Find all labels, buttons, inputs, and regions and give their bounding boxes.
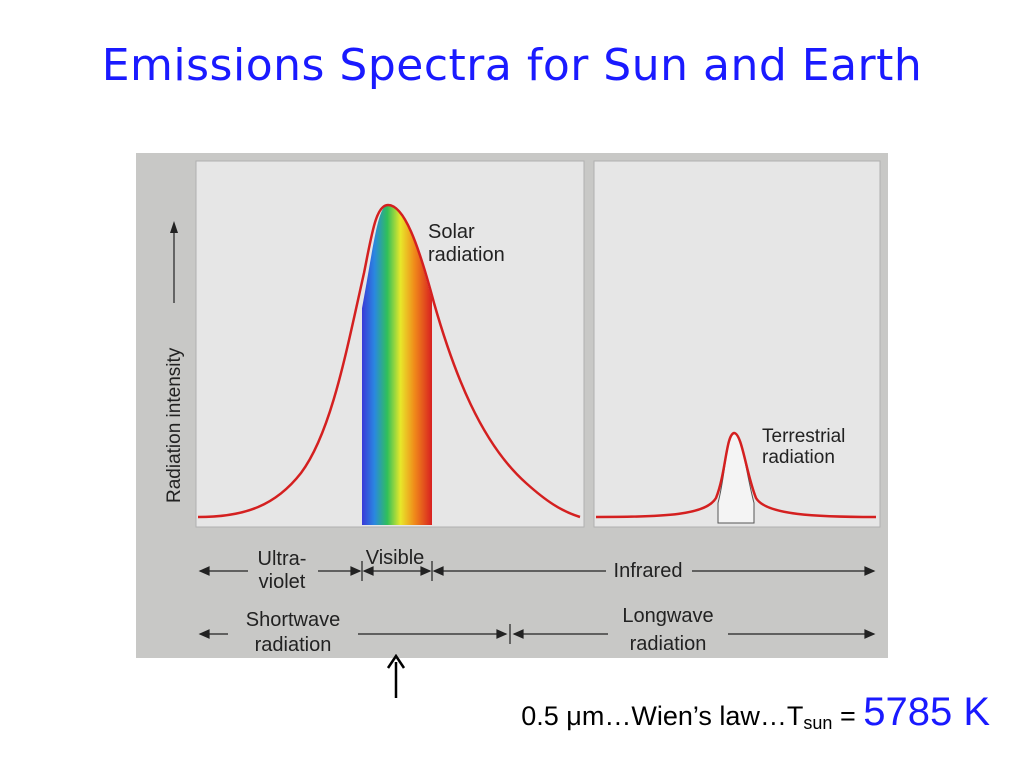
band-longwave-line1: Longwave xyxy=(622,605,713,627)
band-ultraviolet-line2: violet xyxy=(259,571,306,593)
sun-temperature: 5785 K xyxy=(863,690,990,734)
spectrum-figure: Radiation intensity Solar radiation Terr… xyxy=(136,153,888,658)
terrestrial-label-line1: Terrestrial xyxy=(762,426,845,447)
equals-sign: = xyxy=(832,701,864,731)
terrestrial-label-line2: radiation xyxy=(762,447,835,468)
wien-law-caption: 0.5 μm…Wien’s law…Tsun = 5785 K xyxy=(0,690,990,735)
solar-label-line2: radiation xyxy=(428,244,505,266)
band-longwave-line2: radiation xyxy=(630,633,707,655)
spectrum-diagram: Radiation intensity Solar radiation Terr… xyxy=(164,160,881,657)
y-axis-arrowhead xyxy=(170,221,178,233)
band-visible-label: Visible xyxy=(366,547,425,569)
band-shortwave-line1: Shortwave xyxy=(246,609,341,631)
solar-radiation-curve xyxy=(197,203,581,519)
wavelength-value: 0.5 μm xyxy=(521,701,605,731)
sun-subscript: sun xyxy=(803,713,833,734)
band-ultraviolet-line1: Ultra- xyxy=(258,548,307,570)
slide-title: Emissions Spectra for Sun and Earth xyxy=(101,40,923,91)
terrestrial-radiation-curve xyxy=(595,431,877,519)
y-axis-label: Radiation intensity xyxy=(164,347,185,503)
solar-label-line1: Solar xyxy=(428,221,475,243)
wavelength-pointer-arrow xyxy=(386,654,406,698)
band-infrared-label: Infrared xyxy=(614,560,683,582)
band-shortwave-line2: radiation xyxy=(255,634,332,656)
wien-law-text: …Wien’s law…T xyxy=(604,701,804,731)
